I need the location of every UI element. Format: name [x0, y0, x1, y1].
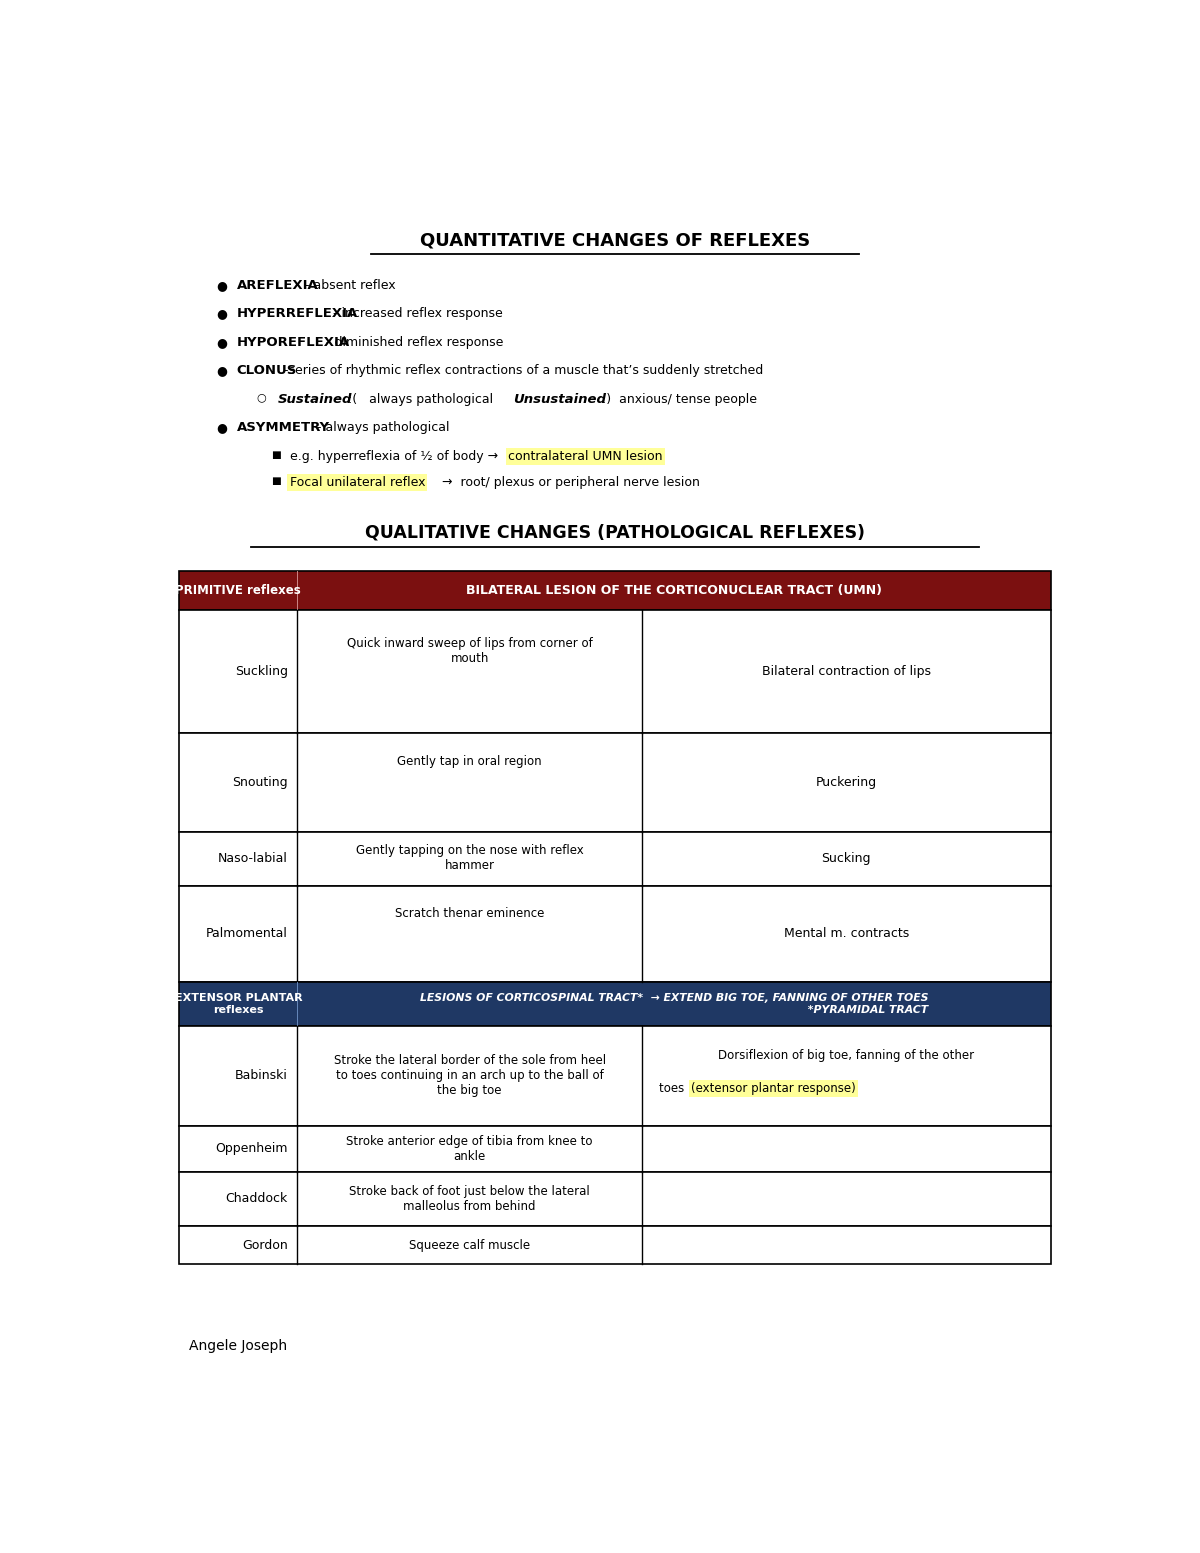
Text: Stroke the lateral border of the sole from heel
to toes continuing in an arch up: Stroke the lateral border of the sole fr…	[334, 1054, 606, 1098]
Text: Stroke back of foot just below the lateral
malleolus from behind: Stroke back of foot just below the later…	[349, 1185, 590, 1213]
Text: Unsustained: Unsustained	[512, 393, 606, 405]
Text: Quick inward sweep of lips from corner of
mouth: Quick inward sweep of lips from corner o…	[347, 637, 593, 665]
Text: PRIMITIVE reflexes: PRIMITIVE reflexes	[175, 584, 301, 598]
Text: Sustained: Sustained	[278, 393, 353, 405]
Text: HYPERREFLEXIA: HYPERREFLEXIA	[236, 307, 358, 320]
Text: - diminished reflex response: - diminished reflex response	[323, 335, 504, 349]
Text: Babinski: Babinski	[235, 1070, 288, 1082]
Text: - increased reflex response: - increased reflex response	[330, 307, 503, 320]
Text: QUALITATIVE CHANGES (PATHOLOGICAL REFLEXES): QUALITATIVE CHANGES (PATHOLOGICAL REFLEX…	[365, 523, 865, 542]
Text: -series of rhythmic reflex contractions of a muscle that’s suddenly stretched: -series of rhythmic reflex contractions …	[280, 365, 763, 377]
Text: ●: ●	[216, 365, 227, 377]
Text: ●: ●	[216, 421, 227, 435]
Text: QUANTITATIVE CHANGES OF REFLEXES: QUANTITATIVE CHANGES OF REFLEXES	[420, 231, 810, 248]
Text: Chaddock: Chaddock	[226, 1193, 288, 1205]
Text: ●: ●	[216, 278, 227, 292]
Bar	[180, 1225, 1050, 1264]
Text: Puckering: Puckering	[816, 776, 877, 789]
Text: Scratch thenar eminence: Scratch thenar eminence	[395, 907, 545, 919]
Text: Oppenheim: Oppenheim	[216, 1143, 288, 1155]
Text: Mental m. contracts: Mental m. contracts	[784, 927, 908, 940]
Text: Gently tap in oral region: Gently tap in oral region	[397, 755, 542, 767]
Bar	[180, 981, 1050, 1025]
Text: - always pathological: - always pathological	[313, 421, 449, 435]
Text: Gently tapping on the nose with reflex
hammer: Gently tapping on the nose with reflex h…	[356, 843, 583, 871]
Bar	[180, 1126, 1050, 1173]
Text: Palmomental: Palmomental	[206, 927, 288, 940]
Bar	[180, 733, 1050, 832]
Text: ○: ○	[256, 393, 265, 402]
Text: ●: ●	[216, 307, 227, 320]
Text: ●: ●	[216, 335, 227, 349]
Bar	[180, 572, 1050, 610]
Text: Naso-labial: Naso-labial	[218, 853, 288, 865]
Bar	[180, 1025, 1050, 1126]
Text: - absent reflex: - absent reflex	[301, 278, 396, 292]
Text: Suckling: Suckling	[235, 665, 288, 679]
Text: CLONUS: CLONUS	[236, 365, 298, 377]
Bar	[180, 885, 1050, 981]
Text: →  root/ plexus or peripheral nerve lesion: → root/ plexus or peripheral nerve lesio…	[438, 475, 700, 489]
Text: Sucking: Sucking	[822, 853, 871, 865]
Text: e.g. hyperreflexia of ½ of body →: e.g. hyperreflexia of ½ of body →	[289, 450, 502, 463]
Text: toes: toes	[659, 1082, 688, 1095]
Text: ASYMMETRY: ASYMMETRY	[236, 421, 330, 435]
Text: :(   always pathological: :( always pathological	[343, 393, 493, 405]
Bar	[180, 610, 1050, 733]
Text: ■: ■	[271, 475, 281, 486]
Text: :)  anxious/ tense people: :) anxious/ tense people	[594, 393, 757, 405]
Text: AREFLEXIA: AREFLEXIA	[236, 278, 318, 292]
Text: Squeeze calf muscle: Squeeze calf muscle	[409, 1239, 530, 1252]
Bar	[180, 1173, 1050, 1225]
Text: LESIONS OF CORTICOSPINAL TRACT*  → EXTEND BIG TOE, FANNING OF OTHER TOES
       : LESIONS OF CORTICOSPINAL TRACT* → EXTEND…	[420, 992, 928, 1014]
Text: Stroke anterior edge of tibia from knee to
ankle: Stroke anterior edge of tibia from knee …	[347, 1135, 593, 1163]
Text: EXTENSOR PLANTAR
reflexes: EXTENSOR PLANTAR reflexes	[174, 992, 302, 1014]
Text: Gordon: Gordon	[242, 1239, 288, 1252]
Text: Bilateral contraction of lips: Bilateral contraction of lips	[762, 665, 931, 679]
Text: ■: ■	[271, 450, 281, 460]
Text: (extensor plantar response): (extensor plantar response)	[691, 1082, 856, 1095]
Text: contralateral UMN lesion: contralateral UMN lesion	[509, 450, 662, 463]
Text: Snouting: Snouting	[233, 776, 288, 789]
Text: Focal unilateral reflex: Focal unilateral reflex	[289, 475, 425, 489]
Text: BILATERAL LESION OF THE CORTICONUCLEAR TRACT (UMN): BILATERAL LESION OF THE CORTICONUCLEAR T…	[466, 584, 882, 598]
Text: Angele Joseph: Angele Joseph	[188, 1339, 287, 1353]
Bar	[180, 832, 1050, 885]
Text: HYPOREFLEXIA: HYPOREFLEXIA	[236, 335, 350, 349]
Text: Dorsiflexion of big toe, fanning of the other: Dorsiflexion of big toe, fanning of the …	[719, 1050, 974, 1062]
